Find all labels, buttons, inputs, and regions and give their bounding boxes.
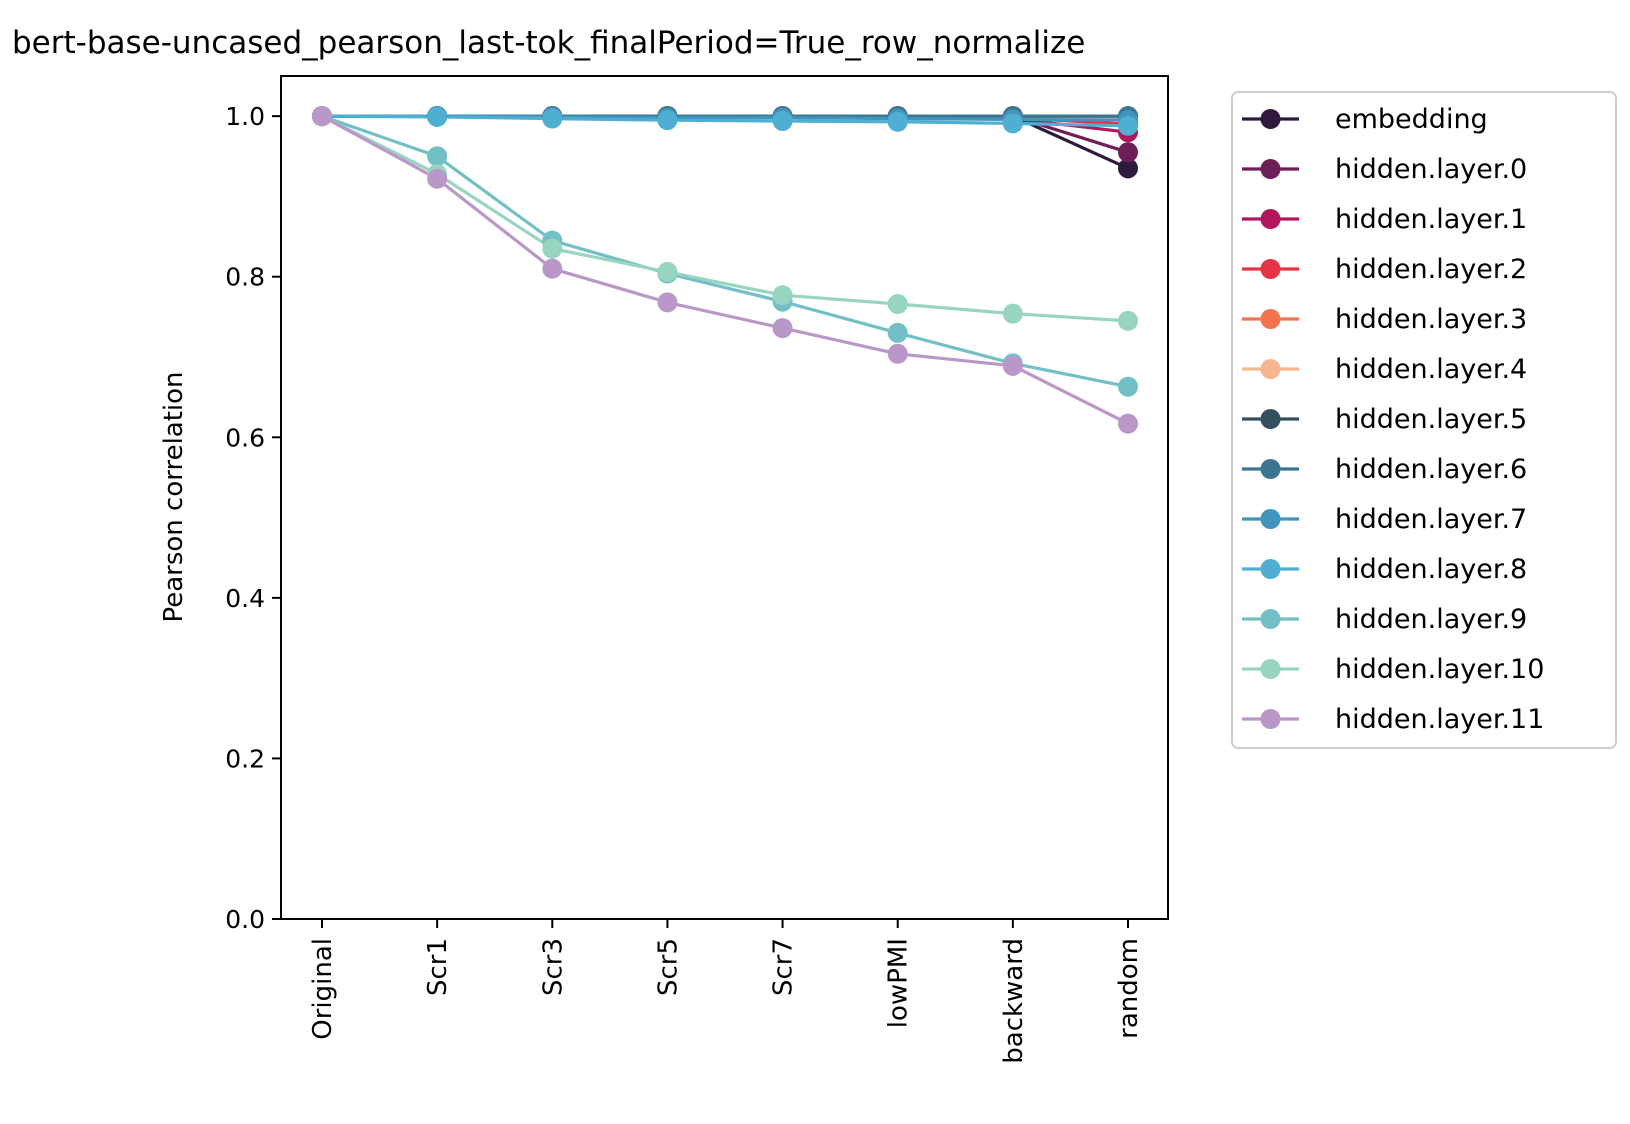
data-point xyxy=(1118,142,1138,163)
legend-label: hidden.layer.7 xyxy=(1335,504,1527,535)
x-tick-label: Scr3 xyxy=(538,938,568,996)
y-tick-label: 0.4 xyxy=(225,584,265,613)
legend-label: hidden.layer.2 xyxy=(1335,254,1527,285)
legend-marker xyxy=(1260,209,1281,229)
legend-label: hidden.layer.3 xyxy=(1335,304,1527,335)
legend-label: hidden.layer.1 xyxy=(1335,204,1527,235)
data-point xyxy=(427,146,448,167)
data-point xyxy=(1002,303,1023,324)
legend-marker xyxy=(1260,459,1281,479)
legend-marker xyxy=(1260,559,1281,579)
legend-label: hidden.layer.8 xyxy=(1335,554,1527,585)
x-tick-label: Scr7 xyxy=(769,938,799,996)
data-point xyxy=(542,238,563,259)
data-point xyxy=(1002,113,1023,134)
y-tick-label: 0.2 xyxy=(225,744,265,773)
legend-label: hidden.layer.4 xyxy=(1335,354,1527,385)
plot-frame xyxy=(280,75,1169,920)
legend-marker xyxy=(1260,659,1281,679)
x-tick-label: backward xyxy=(999,938,1029,1064)
series-line xyxy=(321,114,1129,323)
series-line xyxy=(321,114,1129,389)
data-point xyxy=(427,168,448,189)
data-point xyxy=(542,108,563,129)
data-point xyxy=(1118,310,1138,331)
data-point xyxy=(887,111,908,132)
legend-label: hidden.layer.10 xyxy=(1335,654,1544,685)
legend-marker xyxy=(1260,159,1281,179)
data-point xyxy=(1118,376,1138,397)
data-point xyxy=(542,258,563,279)
data-point xyxy=(772,110,793,131)
data-point xyxy=(657,110,678,131)
legend-marker xyxy=(1260,709,1281,729)
legend-label: hidden.layer.9 xyxy=(1335,604,1527,635)
data-point xyxy=(312,106,332,127)
data-point xyxy=(772,285,793,306)
legend-label: hidden.layer.11 xyxy=(1335,704,1544,735)
legend-label: hidden.layer.0 xyxy=(1335,154,1527,185)
data-point xyxy=(887,322,908,343)
legend-label: hidden.layer.5 xyxy=(1335,404,1527,435)
series-line xyxy=(321,114,1129,426)
chart-title: bert-base-uncased_pearson_last-tok_final… xyxy=(12,25,1085,61)
legend-marker xyxy=(1260,409,1281,429)
legend-label: hidden.layer.6 xyxy=(1335,454,1527,485)
data-point xyxy=(1002,355,1023,376)
data-point xyxy=(427,106,448,127)
x-tick-label: random xyxy=(1114,938,1144,1039)
x-tick-label: Scr1 xyxy=(423,938,453,996)
x-tick-label: lowPMI xyxy=(884,938,914,1028)
data-point xyxy=(657,292,678,313)
legend-marker xyxy=(1260,359,1281,379)
legend-label: embedding xyxy=(1335,104,1488,135)
legend-marker xyxy=(1260,609,1281,629)
legend-marker xyxy=(1260,259,1281,279)
y-axis: 0.0 0.2 0.4 0.6 0.8 1.0 xyxy=(225,102,281,934)
x-tick-label: Scr5 xyxy=(653,938,683,996)
y-axis-label: Pearson correlation xyxy=(159,371,189,622)
data-point xyxy=(887,294,908,315)
plot-markers xyxy=(312,106,1138,434)
series-line xyxy=(321,114,1129,128)
data-point xyxy=(657,261,678,282)
data-point xyxy=(1118,115,1138,136)
legend-frame xyxy=(1231,91,1617,749)
data-point xyxy=(887,343,908,364)
y-tick-label: 0.6 xyxy=(225,423,265,452)
legend-marker xyxy=(1260,509,1281,529)
y-tick-label: 0.8 xyxy=(225,263,265,292)
data-point xyxy=(1118,158,1138,179)
legend-marker xyxy=(1260,309,1281,329)
plot-lines xyxy=(321,114,1129,426)
y-tick-label: 0.0 xyxy=(225,905,265,934)
y-tick-label: 1.0 xyxy=(225,102,265,131)
legend-marker xyxy=(1260,109,1281,129)
legend: embedding hidden.layer.0 hidden.layer.1 hid… xyxy=(1231,91,1617,749)
data-point xyxy=(772,318,793,339)
x-tick-label: Original xyxy=(308,938,338,1040)
x-axis: Original Scr1 Scr3 Scr5 Scr7 lowPMI backward ra… xyxy=(308,919,1144,1064)
data-point xyxy=(1118,413,1138,434)
